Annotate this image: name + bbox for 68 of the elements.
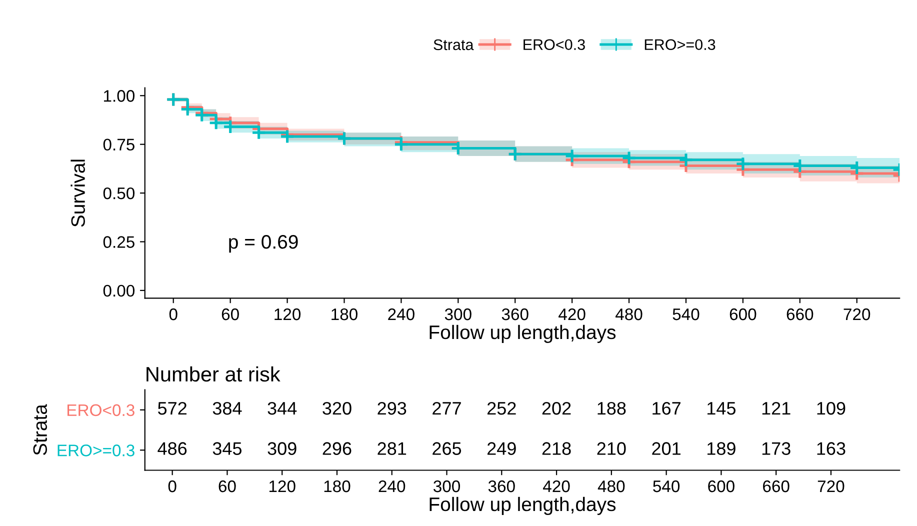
x-tick-label: 300 — [433, 480, 460, 492]
x-tick-label: 540 — [653, 480, 680, 492]
data-label: 296 — [322, 442, 352, 455]
x-tick-label: 300 — [444, 308, 472, 320]
x-tick-label: 420 — [558, 308, 586, 320]
data-label: 201 — [652, 442, 680, 455]
data-label: 210 — [597, 442, 626, 455]
data-label: 486 — [158, 442, 187, 455]
y-tick-label: ERO<0.3 — [68, 404, 134, 416]
data-label: 109 — [817, 402, 846, 415]
x-tick-label: 120 — [269, 480, 296, 492]
data-label: 281 — [378, 442, 406, 455]
data-label: 173 — [762, 442, 790, 455]
x-tick-label: 660 — [763, 480, 790, 492]
y-axis-title: Survival — [70, 160, 85, 227]
data-label: 265 — [432, 442, 462, 455]
data-label: 189 — [708, 442, 736, 455]
y-tick-label: ERO>=0.3 — [58, 444, 134, 456]
x-tick-label: 600 — [708, 480, 734, 492]
y-tick-label: 0.50 — [103, 187, 135, 200]
x-tick-label: 240 — [378, 480, 406, 492]
legend-label: ERO>=0.3 — [644, 39, 716, 50]
x-tick-label: 360 — [488, 480, 515, 492]
data-label: 252 — [487, 402, 516, 415]
data-label: 167 — [652, 402, 680, 415]
x-axis-title: Follow up length,days — [430, 324, 616, 344]
y-tick-label: 0.25 — [103, 236, 134, 248]
data-label: 293 — [378, 402, 406, 415]
x-tick-label: 60 — [218, 480, 236, 492]
annotation: p = 0.69 — [229, 234, 298, 253]
x-tick-label: 240 — [388, 308, 414, 320]
data-label: 121 — [762, 402, 790, 415]
y-tick-label: 1.00 — [104, 90, 135, 102]
y-tick-label: 0.75 — [103, 138, 134, 151]
data-label: 202 — [542, 402, 571, 415]
data-label: 345 — [212, 442, 242, 455]
data-label: 188 — [598, 402, 626, 415]
x-tick-label: 120 — [274, 308, 301, 320]
x-tick-label: 480 — [616, 308, 642, 320]
x-tick-label: 0 — [168, 480, 176, 492]
legend-title: Strata — [434, 39, 474, 50]
x-tick-label: 540 — [672, 308, 700, 320]
data-label: 320 — [322, 402, 352, 415]
x-axis-title: Follow up length,days — [430, 496, 616, 516]
x-tick-label: 720 — [844, 308, 870, 320]
data-label: 163 — [817, 442, 846, 455]
y-tick-label: 0.00 — [103, 284, 135, 297]
data-label: 384 — [212, 402, 242, 415]
x-tick-label: 480 — [598, 480, 625, 492]
data-label: 277 — [432, 402, 461, 415]
data-label: 145 — [708, 402, 736, 415]
data-label: 344 — [268, 402, 297, 415]
x-tick-label: 360 — [502, 308, 528, 320]
x-tick-label: 180 — [324, 480, 350, 492]
x-tick-label: 720 — [818, 480, 844, 492]
y-axis-title: Strata — [33, 404, 48, 456]
data-label: 249 — [487, 442, 516, 455]
data-label: 572 — [158, 402, 186, 415]
x-tick-label: 60 — [222, 308, 239, 320]
x-tick-label: 420 — [543, 480, 570, 492]
chart-title: Number at risk — [146, 366, 280, 382]
x-tick-label: 0 — [169, 308, 178, 320]
x-tick-label: 660 — [786, 308, 814, 320]
x-tick-label: 600 — [730, 308, 756, 320]
x-tick-label: 180 — [332, 308, 358, 320]
data-label: 309 — [268, 442, 296, 455]
data-label: 218 — [542, 442, 571, 455]
legend-label: ERO<0.3 — [524, 39, 585, 50]
